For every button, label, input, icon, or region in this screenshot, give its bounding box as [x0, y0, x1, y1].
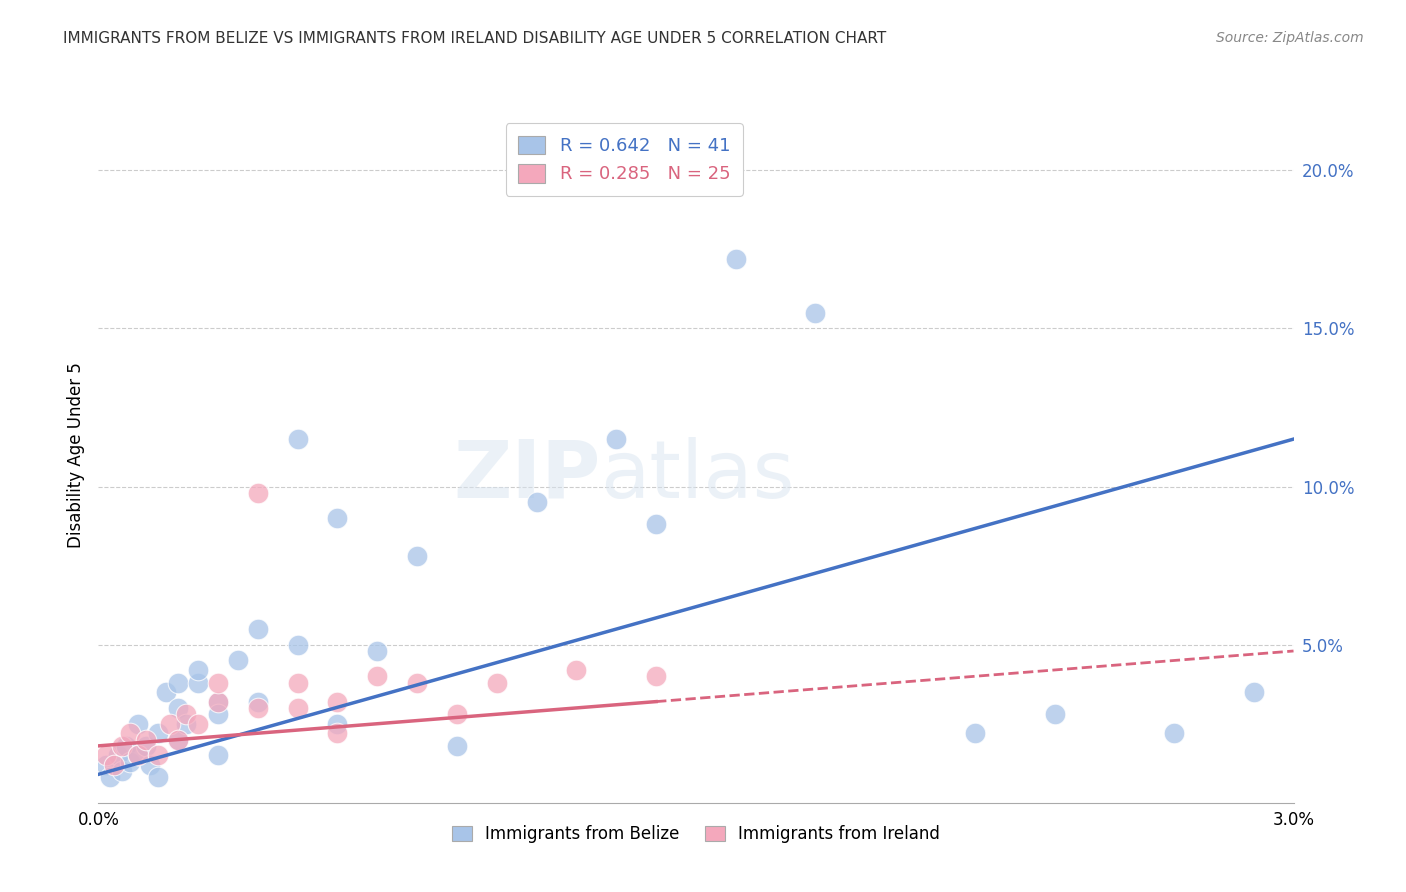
- Point: [366, 669, 388, 683]
- Text: IMMIGRANTS FROM BELIZE VS IMMIGRANTS FROM IRELAND DISABILITY AGE UNDER 5 CORRELA: IMMIGRANTS FROM BELIZE VS IMMIGRANTS FRO…: [63, 31, 887, 46]
- Point: [139, 757, 162, 772]
- Point: [111, 764, 134, 779]
- Point: [207, 695, 229, 709]
- Point: [207, 675, 229, 690]
- Point: [1163, 726, 1185, 740]
- Point: [246, 701, 269, 715]
- Point: [187, 675, 209, 690]
- Point: [167, 701, 190, 715]
- Point: [174, 707, 197, 722]
- Point: [287, 675, 309, 690]
- Point: [326, 695, 349, 709]
- Point: [135, 739, 157, 753]
- Point: [724, 252, 747, 266]
- Point: [148, 771, 170, 785]
- Point: [246, 486, 269, 500]
- Point: [287, 638, 309, 652]
- Point: [326, 716, 349, 731]
- Point: [127, 748, 149, 763]
- Point: [167, 732, 190, 747]
- Point: [103, 757, 125, 772]
- Text: Source: ZipAtlas.com: Source: ZipAtlas.com: [1216, 31, 1364, 45]
- Point: [120, 726, 142, 740]
- Point: [96, 757, 118, 772]
- Point: [207, 748, 229, 763]
- Point: [645, 517, 668, 532]
- Point: [127, 716, 149, 731]
- Point: [1043, 707, 1066, 722]
- Point: [107, 748, 129, 763]
- Point: [565, 663, 588, 677]
- Point: [526, 495, 548, 509]
- Legend: Immigrants from Belize, Immigrants from Ireland: Immigrants from Belize, Immigrants from …: [446, 819, 946, 850]
- Point: [446, 739, 468, 753]
- Point: [148, 726, 170, 740]
- Point: [326, 726, 349, 740]
- Point: [207, 707, 229, 722]
- Point: [246, 695, 269, 709]
- Point: [135, 732, 157, 747]
- Point: [804, 305, 827, 319]
- Text: ZIP: ZIP: [453, 437, 600, 515]
- Point: [127, 748, 149, 763]
- Point: [406, 549, 429, 563]
- Point: [287, 701, 309, 715]
- Point: [446, 707, 468, 722]
- Point: [207, 695, 229, 709]
- Y-axis label: Disability Age Under 5: Disability Age Under 5: [66, 362, 84, 548]
- Point: [98, 771, 122, 785]
- Point: [1243, 685, 1265, 699]
- Point: [246, 622, 269, 636]
- Point: [406, 675, 429, 690]
- Point: [159, 716, 181, 731]
- Point: [115, 739, 138, 753]
- Text: atlas: atlas: [600, 437, 794, 515]
- Point: [326, 511, 349, 525]
- Point: [963, 726, 986, 740]
- Point: [96, 748, 118, 763]
- Point: [645, 669, 668, 683]
- Point: [111, 739, 134, 753]
- Point: [187, 716, 209, 731]
- Point: [167, 675, 190, 690]
- Point: [226, 653, 249, 667]
- Point: [366, 644, 388, 658]
- Point: [605, 432, 627, 446]
- Point: [148, 748, 170, 763]
- Point: [187, 663, 209, 677]
- Point: [155, 685, 177, 699]
- Point: [485, 675, 508, 690]
- Point: [287, 432, 309, 446]
- Point: [174, 716, 197, 731]
- Point: [120, 755, 142, 769]
- Point: [167, 732, 190, 747]
